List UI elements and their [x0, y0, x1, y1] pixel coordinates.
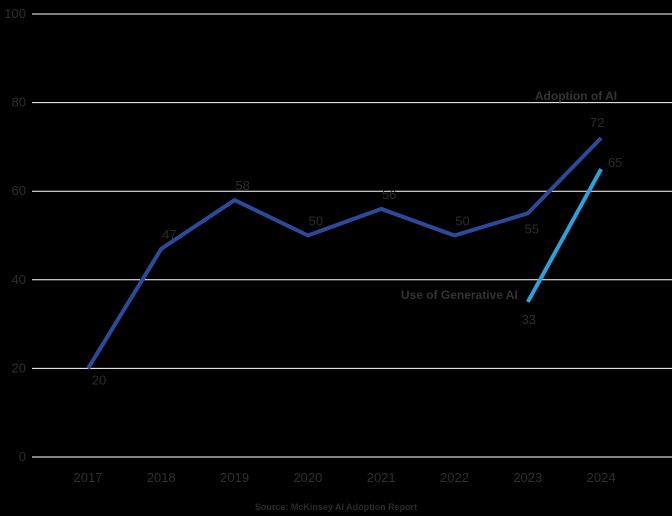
x-tick-label-2022: 2022	[440, 470, 469, 485]
x-tick-label-2024: 2024	[587, 470, 616, 485]
x-tick-label-2023: 2023	[513, 470, 542, 485]
x-tick-label-2020: 2020	[293, 470, 322, 485]
gridlines	[32, 13, 672, 458]
x-tick-label-2021: 2021	[367, 470, 396, 485]
series-line-use-of-generative-ai	[526, 168, 603, 303]
x-tick-label-2018: 2018	[147, 470, 176, 485]
series-name-use-of-generative-ai: Use of Generative AI	[401, 288, 518, 302]
data-label-adoption-of-ai-2024: 72	[590, 115, 604, 130]
data-label-use-of-generative-ai-2023: 33	[522, 312, 536, 327]
data-label-adoption-of-ai-2018: 47	[162, 227, 176, 242]
series-name-adoption-of-ai: Adoption of AI	[535, 89, 617, 103]
data-label-adoption-of-ai-2017: 20	[92, 372, 106, 387]
x-tick-label-2017: 2017	[74, 470, 103, 485]
y-tick-label-40: 40	[12, 272, 26, 287]
source-note: Source: McKinsey AI Adoption Report	[255, 502, 417, 512]
x-tick-label-2019: 2019	[220, 470, 249, 485]
y-tick-label-60: 60	[12, 183, 26, 198]
data-label-adoption-of-ai-2021: 56	[382, 187, 396, 202]
data-label-use-of-generative-ai-2024: 65	[608, 155, 622, 170]
x-axis-ticks: 2017 2018 2019 2020 2021 2022 2023 2024	[74, 470, 616, 485]
data-label-adoption-of-ai-2020: 50	[309, 214, 323, 229]
data-label-adoption-of-ai-2019: 58	[235, 178, 249, 193]
y-tick-label-80: 80	[12, 95, 26, 110]
data-label-adoption-of-ai-2023: 55	[525, 221, 539, 236]
y-tick-label-100: 100	[4, 6, 26, 21]
series-line-adoption-of-ai	[86, 136, 603, 370]
y-tick-label-0: 0	[19, 449, 26, 464]
y-axis-ticks: 0 20 40 60 80 100	[4, 6, 26, 464]
y-tick-label-20: 20	[12, 360, 26, 375]
data-label-adoption-of-ai-2022: 50	[455, 214, 469, 229]
series-lines	[86, 136, 603, 370]
data-labels: 20 47 58 50 56 50 55 72 Adoption of AI 33 65 Use of…	[92, 89, 623, 387]
